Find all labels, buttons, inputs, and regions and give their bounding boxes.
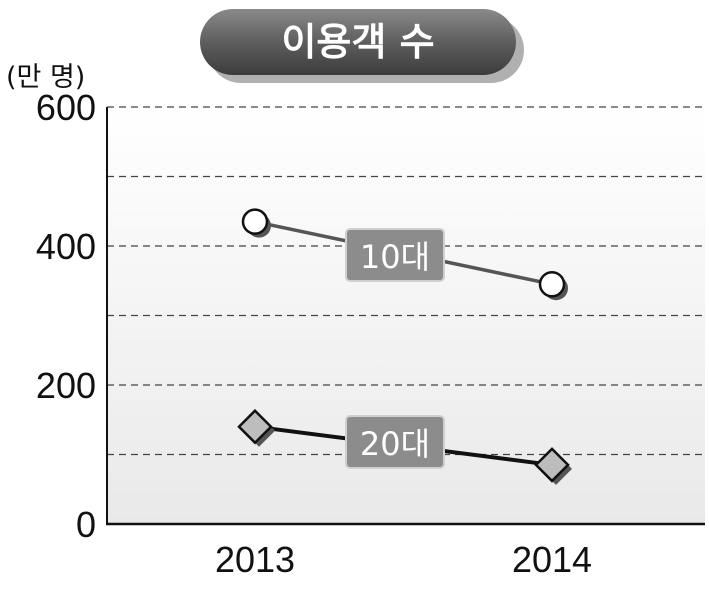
gridlines xyxy=(107,106,705,456)
series-label-text: 20대 xyxy=(360,425,430,463)
x-tick-labels: 2013 2014 xyxy=(215,539,592,580)
series-label-text: 10대 xyxy=(360,238,430,276)
data-point xyxy=(538,270,566,298)
series-label-10s xyxy=(345,228,445,282)
series-label-20s xyxy=(345,415,445,469)
x-tick-label: 2013 xyxy=(215,539,295,580)
y-tick-label: 200 xyxy=(36,365,96,406)
chart-title: 이용객 수 xyxy=(200,9,524,83)
y-axis-unit-label: (만 명) xyxy=(6,62,85,93)
data-point xyxy=(241,208,269,235)
axes xyxy=(106,107,705,526)
y-tick-label: 400 xyxy=(36,226,96,267)
y-tick-label: 0 xyxy=(76,504,96,545)
chart-title-text: 이용객 수 xyxy=(281,20,434,64)
data-point xyxy=(237,408,273,445)
x-tick-label: 2014 xyxy=(512,539,592,580)
data-point xyxy=(534,447,570,483)
y-tick-labels: 0 200 400 600 xyxy=(36,87,96,545)
y-tick-label: 600 xyxy=(36,87,96,128)
